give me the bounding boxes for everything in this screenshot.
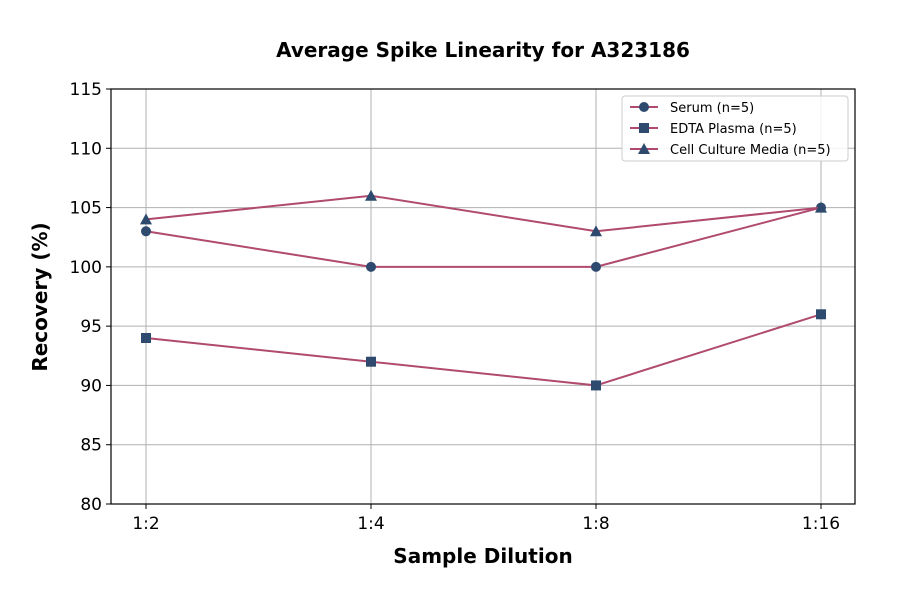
- data-point: [590, 225, 602, 237]
- legend-box: [621, 95, 849, 162]
- series-line-0: [145, 206, 822, 268]
- legend-label: Serum (n=5): [670, 101, 754, 116]
- legend-marker: [639, 123, 649, 133]
- x-axis-label: Sample Dilution: [393, 544, 572, 568]
- x-tick-label: 1:16: [802, 514, 840, 534]
- data-point: [816, 309, 826, 320]
- data-point: [140, 213, 152, 225]
- legend-label: EDTA Plasma (n=5): [670, 122, 797, 137]
- x-tick-label: 1:4: [357, 514, 384, 534]
- y-axis-label: Recovery (%): [28, 222, 52, 371]
- legend-label: Cell Culture Media (n=5): [670, 143, 831, 158]
- legend-marker: [639, 102, 649, 112]
- y-tick-label: 80: [80, 495, 102, 515]
- data-point: [366, 356, 376, 367]
- y-tick-label: 100: [70, 258, 102, 278]
- data-point: [591, 380, 601, 391]
- x-tick-label: 1:8: [582, 514, 609, 534]
- data-point: [366, 261, 376, 272]
- plot-frame: [110, 88, 856, 505]
- data-point: [141, 226, 151, 237]
- chart-title: Average Spike Linearity for A323186: [276, 38, 690, 62]
- y-tick-label: 85: [80, 436, 102, 456]
- x-tick-label: 1:2: [132, 514, 159, 534]
- series-line-1: [145, 313, 822, 387]
- y-tick-label: 95: [80, 317, 102, 337]
- y-tick-label: 105: [70, 199, 102, 219]
- data-point: [141, 333, 151, 343]
- y-tick-label: 90: [80, 376, 102, 396]
- data-point: [815, 201, 827, 213]
- data-point: [365, 189, 377, 201]
- series-line-2: [145, 194, 822, 233]
- y-tick-label: 110: [70, 139, 102, 159]
- y-tick-label: 115: [70, 80, 102, 100]
- legend-marker: [638, 143, 650, 154]
- data-point: [591, 261, 601, 272]
